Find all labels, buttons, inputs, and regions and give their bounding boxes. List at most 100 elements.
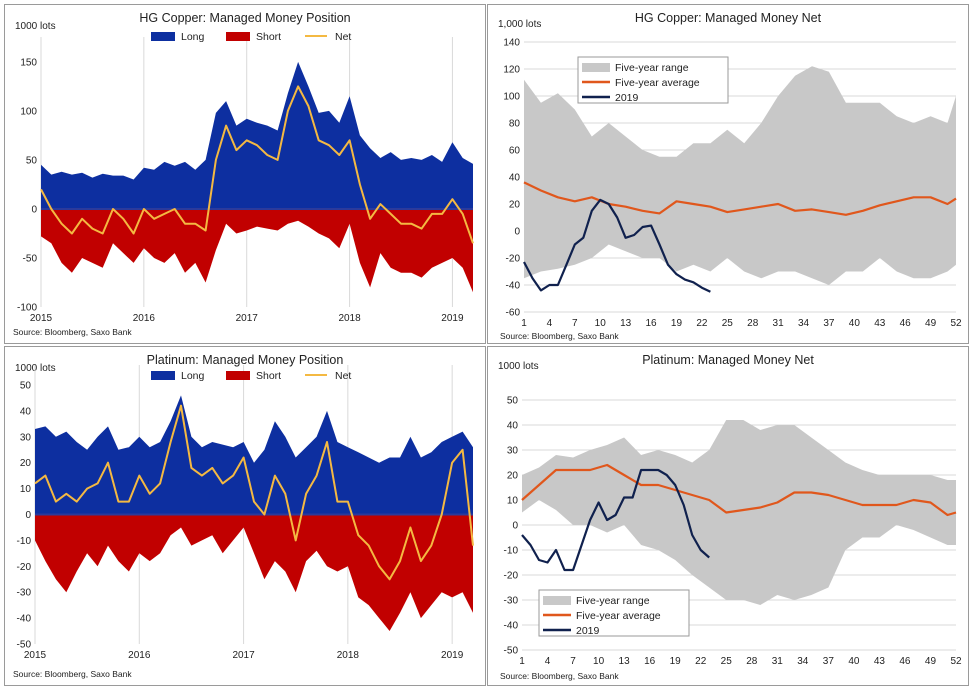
net-series-line	[34, 404, 474, 581]
x-tick-label: 2016	[133, 313, 156, 324]
y-tick-label: 10	[507, 496, 519, 507]
x-tick-label: 4	[547, 318, 553, 329]
y-tick-label: -50	[17, 640, 32, 651]
legend-label: Net	[335, 31, 351, 43]
x-tick-label: 2015	[30, 313, 53, 324]
x-tick-label: 19	[671, 318, 683, 329]
x-tick-label: 43	[874, 318, 886, 329]
y-tick-label: 150	[20, 57, 37, 68]
y-tick-label: 50	[507, 396, 519, 407]
y-tick-label: 20	[509, 200, 521, 211]
x-tick-label: 2017	[236, 313, 259, 324]
x-tick-label: 10	[595, 318, 607, 329]
x-tick-label: 13	[620, 318, 632, 329]
y-tick-label: -40	[17, 614, 32, 625]
source-note: Source: Bloomberg, Saxo Bank	[13, 327, 132, 337]
current-year-line	[523, 198, 711, 293]
y-tick-label: 10	[20, 484, 32, 495]
current-year-line	[521, 468, 710, 572]
x-tick-label: 37	[823, 656, 835, 667]
y-tick-label: 140	[503, 38, 520, 49]
short-series-area	[35, 514, 473, 631]
x-tick-label: 2019	[441, 650, 464, 661]
x-tick-label: 52	[950, 656, 962, 667]
x-tick-label: 40	[849, 318, 861, 329]
x-tick-label: 19	[670, 656, 682, 667]
five-year-average-line	[523, 181, 957, 216]
long-series-area	[41, 61, 473, 209]
legend-swatch	[582, 63, 610, 72]
y-tick-label: -100	[17, 303, 37, 314]
x-tick-label: 2018	[337, 650, 360, 661]
y-tick-label: 80	[509, 119, 521, 130]
five-year-average-line	[521, 463, 957, 517]
source-note: Source: Bloomberg, Saxo Bank	[500, 671, 619, 681]
x-tick-label: 2017	[232, 650, 255, 661]
legend-label: Net	[335, 370, 351, 382]
legend-swatch	[151, 32, 175, 41]
source-note: Source: Bloomberg, Saxo Bank	[500, 331, 619, 341]
x-tick-label: 34	[798, 318, 810, 329]
x-tick-label: 2016	[128, 650, 151, 661]
legend-label: Short	[256, 370, 281, 382]
y-tick-label: 100	[20, 106, 37, 117]
x-tick-label: 2019	[441, 313, 464, 324]
y-tick-label: -60	[506, 308, 521, 319]
x-tick-label: 46	[900, 318, 912, 329]
x-tick-label: 13	[619, 656, 631, 667]
legend-box	[577, 56, 729, 104]
y-tick-label: 30	[20, 432, 32, 443]
y-tick-label: -40	[506, 281, 521, 292]
y-tick-label: -10	[504, 546, 519, 557]
legend-label: Five-year average	[576, 610, 661, 622]
y-tick-label: 0	[514, 227, 520, 238]
hg-copper-position-svg: HG Copper: Managed Money Position 1000 lo…	[13, 11, 474, 337]
x-tick-label: 22	[696, 318, 708, 329]
y-tick-label: 20	[20, 458, 32, 469]
legend-label: Long	[181, 31, 205, 43]
unit-label: 1,000 lots	[498, 19, 541, 30]
x-tick-label: 7	[572, 318, 578, 329]
y-tick-label: 30	[507, 446, 519, 457]
y-tick-label: -20	[506, 254, 521, 265]
x-tick-label: 4	[545, 656, 551, 667]
hg-copper-net-chart: HG Copper: Managed Money Net 1,000 lots 14…	[487, 4, 969, 344]
x-tick-label: 31	[772, 656, 784, 667]
x-tick-label: 46	[899, 656, 911, 667]
y-tick-label: 0	[31, 204, 37, 215]
y-tick-label: -50	[23, 253, 38, 264]
long-series-area	[35, 395, 473, 515]
chart-title: Platinum: Managed Money Net	[642, 353, 814, 367]
legend-swatch	[151, 371, 175, 380]
y-tick-label: 20	[507, 471, 519, 482]
x-tick-label: 25	[722, 318, 734, 329]
y-tick-label: 0	[25, 510, 31, 521]
x-tick-label: 16	[644, 656, 656, 667]
x-tick-label: 49	[925, 656, 937, 667]
y-tick-label: -40	[504, 621, 519, 632]
x-tick-label: 49	[925, 318, 937, 329]
legend-label: Five-year average	[615, 77, 700, 89]
y-tick-label: -50	[504, 646, 519, 657]
y-tick-label: 40	[509, 173, 521, 184]
y-tick-label: 40	[507, 421, 519, 432]
x-tick-label: 28	[746, 656, 758, 667]
y-tick-label: -30	[504, 596, 519, 607]
hg-copper-position-chart: HG Copper: Managed Money Position 1000 lo…	[4, 4, 486, 344]
x-tick-label: 2018	[338, 313, 361, 324]
legend-label: Five-year range	[576, 595, 650, 607]
platinum-net-chart: Platinum: Managed Money Net 1000 lots 50 40…	[487, 346, 969, 686]
y-tick-label: 0	[512, 521, 518, 532]
legend-label: Short	[256, 31, 281, 43]
y-tick-label: 100	[503, 92, 520, 103]
source-note: Source: Bloomberg, Saxo Bank	[13, 669, 132, 679]
legend-swatch	[226, 371, 250, 380]
short-series-area	[41, 208, 473, 293]
x-tick-label: 43	[874, 656, 886, 667]
x-tick-label: 40	[848, 656, 860, 667]
unit-label: 1000 lots	[15, 21, 56, 32]
x-tick-label: 16	[645, 318, 657, 329]
